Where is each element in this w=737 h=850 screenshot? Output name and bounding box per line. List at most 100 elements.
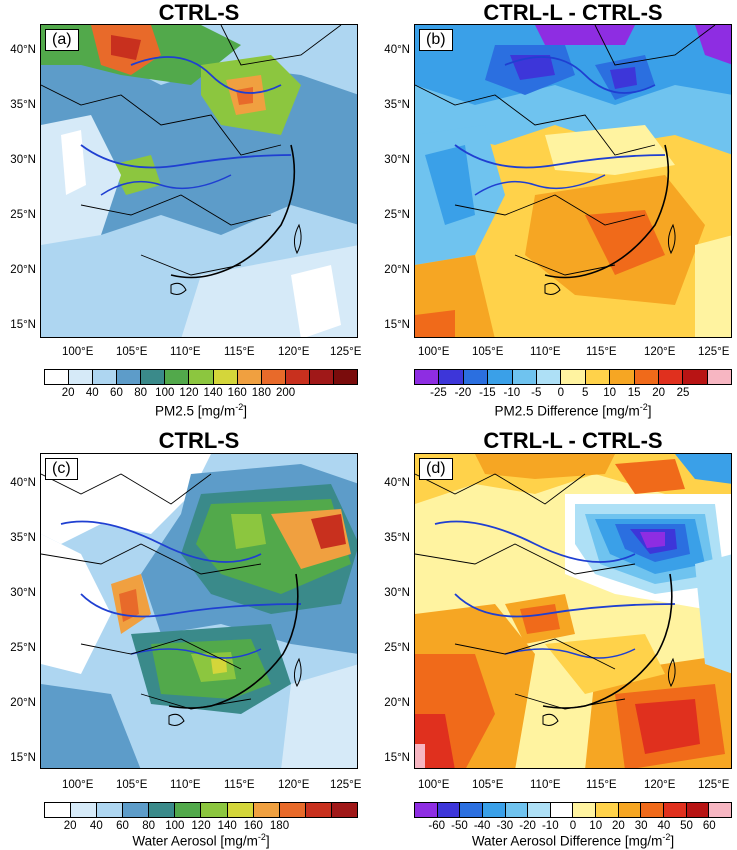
panel-c-colorbar-label: 80 [142,820,156,832]
panel-c-colorbar-swatch [279,803,306,817]
panel-a-lat-label-1: 40°N [10,44,36,56]
panel-a-lat-label-2: 35°N [10,99,36,111]
panel-d-lon-label-4: 115°E [586,779,617,791]
panel-d-colorbar-label: -10 [541,820,559,832]
panel-b-colorbar-swatch [634,370,659,384]
panel-c-lat-label-1: 40°N [10,477,36,489]
panel-d-lat-label-4: 25°N [384,642,410,654]
panel-a-title: CTRL-S [158,0,240,25]
panel-a-colorbar-swatch [189,370,214,384]
panel-c-map: (c) [40,453,358,769]
panel-c-title: CTRL-S [158,428,240,453]
panel-d-colorbar-swatch [618,803,642,817]
panel-a-colorbar-label: 60 [110,387,123,399]
panel-a-colorbar [44,369,358,385]
panel-d-lon-label-3: 110°E [530,779,561,791]
panel-a-lon-label-5: 120°E [278,346,310,358]
panel-b-colorbar-swatch [488,370,513,384]
panel-c-lon-label-2: 105°E [116,779,148,791]
panel-a-colorbar-label: 20 [61,387,75,399]
panel-d-colorbar-label: 0 [569,820,577,832]
panel-d-title: CTRL-L - CTRL-S [483,428,663,453]
panel-c-colorbar-swatch [201,803,228,817]
panel-b-colorbar-swatch [415,370,440,384]
panel-a-colorbar-swatch [93,370,118,384]
panel-d-colorbar [414,802,732,818]
panel-a-map-graphic [41,25,357,337]
panel-d-colorbar-swatch [460,803,483,817]
panel-b-lat-label-3: 30°N [384,154,410,166]
panel-c-colorbar-swatch [97,803,124,817]
panel-b-colorbar-label: -15 [479,387,496,399]
panel-b-colorbar-swatch [536,370,562,384]
panel-d-colorbar-label: -60 [428,820,446,832]
panel-b-colorbar-swatch [610,370,635,384]
panel-a-colorbar-label: 180 [251,387,271,399]
panel-c-tag: (c) [45,458,78,480]
panel-d-colorbar-label: 60 [702,820,716,832]
panel-c-lat-label-5: 20°N [10,697,36,709]
panel-c-colorbar-label: 100 [165,820,185,832]
panel-b-lon-label-6: 125°E [698,346,730,358]
panel-c-lon-label-5: 120°E [278,779,310,791]
panel-d-colorbar-swatch [664,803,687,817]
panel-b-lat-label-5: 20°N [384,264,410,276]
panel-c-colorbar-label: 120 [191,820,211,832]
panel-b-colorbar-label: 0 [557,387,564,399]
panel-b-colorbar-swatch [439,370,464,384]
panel-b-lat-label-1: 40°N [384,44,410,56]
panel-c-lat-label-2: 35°N [10,532,36,544]
panel-a-lon-label-2: 105°E [116,346,148,358]
panel-a-colorbar-swatch [141,370,166,384]
panel-c-colorbar-swatch [149,803,176,817]
panel-d-colorbar-label: -20 [519,820,536,832]
panel-d-colorbar-label: 10 [589,820,603,832]
panel-a-lon-label-1: 100°E [62,346,94,358]
panel-b-map: (b) [414,24,732,338]
panel-d-colorbar-label: 50 [680,820,693,832]
panel-c-colorbar-swatch [45,803,72,817]
panel-c-colorbar-swatch [71,803,98,817]
panel-b-colorbar-swatch [561,370,586,384]
panel-b-colorbar-swatch [463,370,489,384]
panel-b-colorbar-label: -20 [454,387,472,399]
panel-a-colorbar-label: 40 [85,387,99,399]
panel-d-colorbar-swatch [641,803,665,817]
panel-a-lat-label-6: 15°N [10,319,36,331]
panel-d-lat-label-3: 30°N [384,587,410,599]
panel-c-lat-label-6: 15°N [10,752,36,764]
panel-b-lon-label-5: 120°E [644,346,676,358]
panel-c-colorbar-swatch [227,803,254,817]
panel-c-colorbar-label: 160 [243,820,263,832]
panel-d-map-graphic [415,454,731,768]
panel-c-colorbar-label: 140 [217,820,237,832]
panel-b-title: CTRL-L - CTRL-S [483,0,663,25]
panel-c-colorbar-label: 60 [116,820,129,832]
panel-d-colorbar-swatch [573,803,597,817]
panel-d-colorbar-title: Water Aerosol Difference [mg/m-2] [471,832,675,849]
panel-c-lat-label-3: 30°N [10,587,36,599]
panel-d-colorbar-label: -40 [473,820,491,832]
panel-d-colorbar-swatch [709,803,731,817]
panel-b-colorbar-swatch [512,370,537,384]
panel-a-lat-label-3: 30°N [10,154,36,166]
panel-b-colorbar-label: 5 [582,387,589,399]
panel-c-lon-label-3: 110°E [170,779,201,791]
panel-b-map-graphic [415,25,731,337]
panel-a-colorbar-label: 120 [179,387,199,399]
panel-c-lon-label-4: 115°E [224,779,255,791]
panel-d-colorbar-swatch [505,803,529,817]
panel-d-lon-label-1: 100°E [418,779,450,791]
panel-b-colorbar-label: -25 [430,387,447,399]
panel-c-colorbar [44,802,358,818]
panel-d-map: (d) [414,453,732,769]
panel-a-colorbar-swatch [45,370,70,384]
panel-a-colorbar-swatch [117,370,142,384]
panel-d-lat-label-1: 40°N [384,477,410,489]
panel-c-colorbar-label: 20 [63,820,77,832]
panel-a-colorbar-label: 100 [155,387,175,399]
panel-d-lon-label-5: 120°E [644,779,676,791]
panel-a-colorbar-title: PM2.5 [mg/m-2] [154,402,248,419]
panel-b-lat-label-4: 25°N [384,209,410,221]
panel-d-colorbar-swatch [437,803,461,817]
